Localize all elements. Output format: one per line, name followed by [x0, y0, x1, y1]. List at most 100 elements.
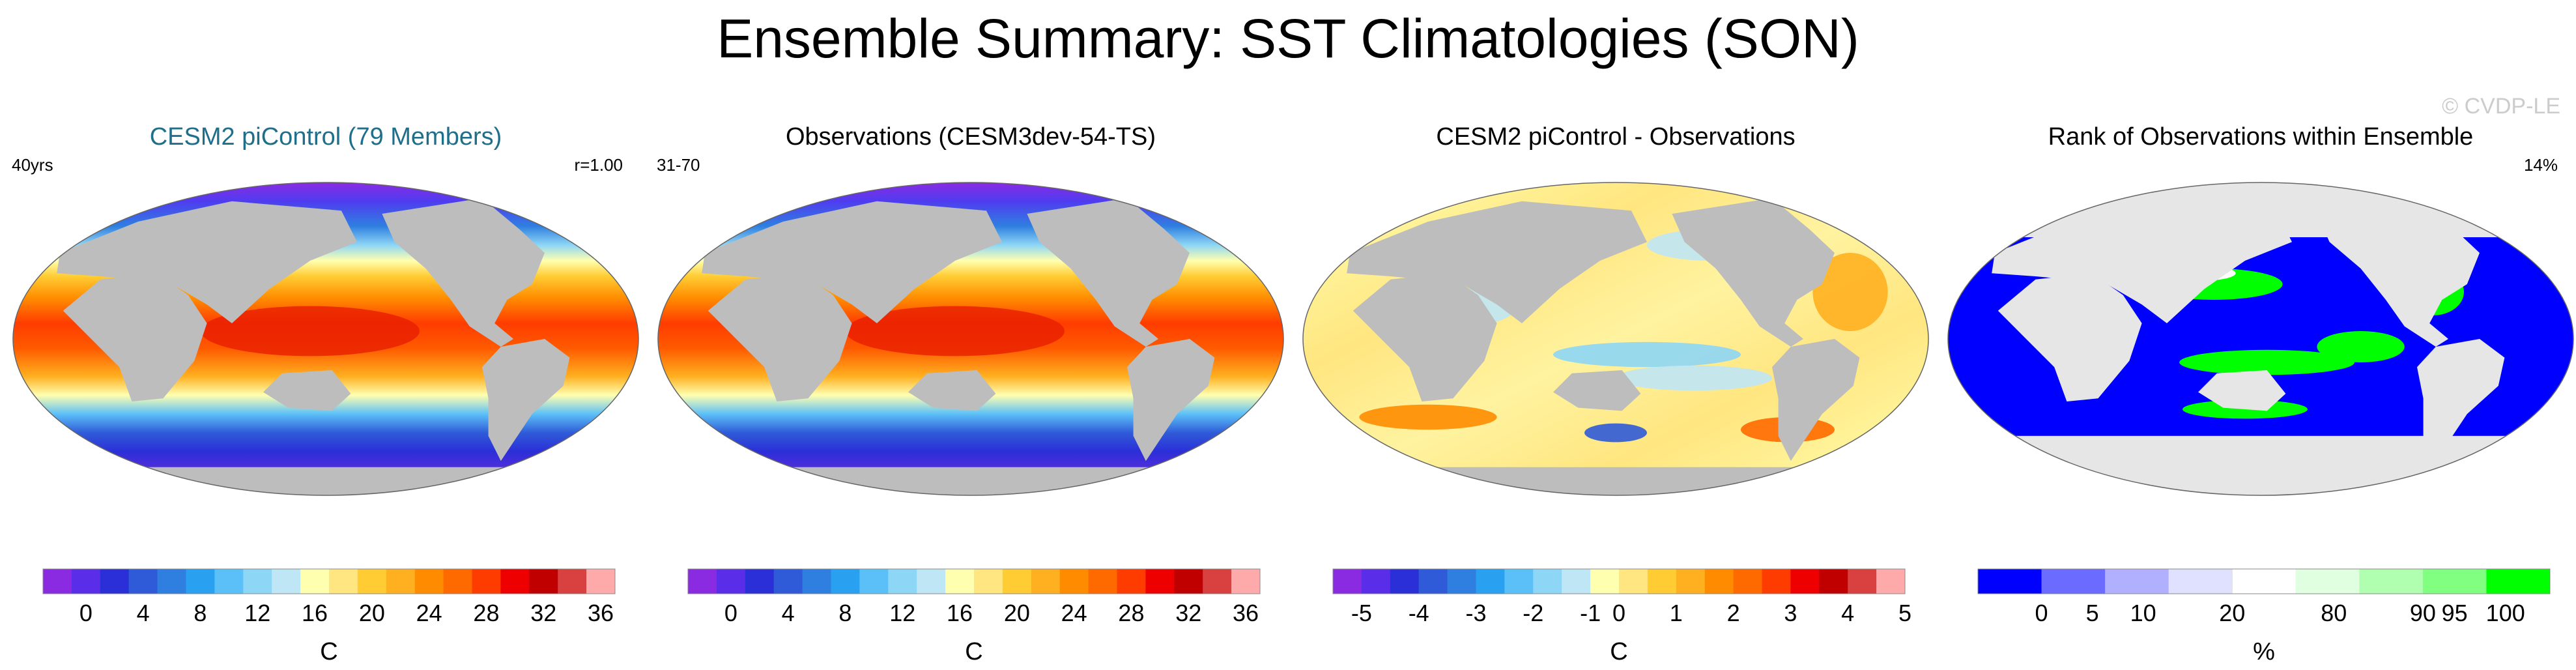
colorbar-swatch: [443, 569, 472, 594]
colorbar-swatch: [2422, 569, 2487, 594]
panel-corner-left-label: 40yrs: [12, 155, 53, 175]
land-samerica: [2417, 339, 2505, 461]
colorbar-tick-label: 24: [416, 600, 442, 626]
colorbar-tick-label: 32: [1175, 600, 1201, 626]
colorbar-tick-label: -1: [1580, 600, 1601, 626]
land-greenland: [1190, 185, 1240, 227]
anomaly-patch: [1616, 365, 1772, 391]
colorbar-tick-label: 4: [782, 600, 795, 626]
colorbar-swatch: [1203, 569, 1232, 594]
colorbar-tick-label: -5: [1351, 600, 1372, 626]
colorbar-tick-label: 12: [244, 600, 270, 626]
map-border: [1947, 182, 2574, 496]
colorbar-swatch: [1088, 569, 1117, 594]
panel-ensemble-mean: CESM2 piControl (79 Members) 40yrs r=1.00 0…: [12, 123, 639, 665]
colorbar-swatch: [1117, 569, 1146, 594]
colorbar-tick-label: 16: [302, 600, 328, 626]
land-namerica: [2317, 198, 2480, 347]
colorbar-frame: [1332, 568, 1906, 594]
colorbar-swatch: [472, 569, 501, 594]
colorbar: -5 -4 -3 -2 -1 0 1 2 3 4 5 C: [1332, 568, 1911, 665]
colorbar-swatch: [1002, 569, 1032, 594]
anomaly-patch: [1584, 423, 1647, 443]
colorbar-tick-label: 0: [724, 600, 737, 626]
colorbar-swatch: [1848, 569, 1877, 594]
map-border: [657, 182, 1284, 496]
colorbar-swatch: [1231, 569, 1261, 594]
land-antarctica: [1303, 467, 1928, 495]
rank-high-patch: [2179, 349, 2355, 375]
land-australia: [2198, 370, 2286, 411]
anomaly-patch: [1359, 404, 1497, 430]
panel-corner-right-label: r=1.00: [575, 155, 623, 175]
colorbar-tick-label: 90: [2410, 600, 2436, 626]
colorbar-swatch: [386, 569, 416, 594]
colorbar-swatch: [1790, 569, 1820, 594]
colorbar-swatch: [1978, 569, 2042, 594]
land-greenland: [545, 185, 595, 227]
colorbar-frame: [1977, 568, 2551, 594]
map-globe: [1303, 182, 1928, 495]
panel-title: Observations (CESM3dev-54-TS): [786, 123, 1156, 151]
colorbar-swatch: [558, 569, 587, 594]
colorbar-swatch: [500, 569, 530, 594]
colorbar-tick-label: 100: [2486, 600, 2525, 626]
colorbar-swatch: [100, 569, 130, 594]
land-eurasia: [1992, 201, 2292, 323]
anomaly-patch: [1812, 253, 1888, 331]
colorbar-swatch: [1174, 569, 1203, 594]
panel-title: CESM2 piControl (79 Members): [150, 123, 502, 151]
map-border: [12, 182, 639, 496]
land-eurasia: [57, 201, 357, 323]
colorbar-swatch: [945, 569, 975, 594]
colorbar-tick-label: 5: [1898, 600, 1911, 626]
colorbar-units-label: %: [2253, 638, 2275, 665]
land-samerica: [482, 339, 570, 461]
colorbar-tick-label: 20: [359, 600, 385, 626]
colorbar-swatch: [71, 569, 101, 594]
panel-difference: CESM2 piControl - Observations -5 -4 -3 -2 -1…: [1302, 123, 1929, 665]
panel-title: CESM2 piControl - Observations: [1436, 123, 1795, 151]
colorbar-tick-label: 28: [473, 600, 499, 626]
figure-title: Ensemble Summary: SST Climatologies (SON…: [717, 8, 1859, 69]
colorbar-swatch: [1504, 569, 1534, 594]
colorbar: 0 4 8 12 16 20 24 28 32 36 C: [687, 568, 1261, 665]
land-antarctica: [658, 467, 1283, 495]
colorbar-swatch: [2359, 569, 2424, 594]
colorbar-tick-label: 20: [1004, 600, 1030, 626]
colorbar-swatch: [802, 569, 831, 594]
land-africa: [63, 273, 207, 401]
colorbar-swatch: [1819, 569, 1848, 594]
colorbar-swatch: [1704, 569, 1734, 594]
land-australia: [263, 370, 351, 411]
colorbar-units-label: C: [320, 638, 337, 665]
land-greenland: [2480, 185, 2530, 227]
rank-high-patch: [2317, 331, 2405, 362]
land-antarctica: [13, 467, 638, 495]
colorbar-tick-label: 5: [2086, 600, 2099, 626]
colorbar-tick-label: 3: [1784, 600, 1797, 626]
colorbar-swatch: [974, 569, 1003, 594]
colorbar-swatch: [2168, 569, 2233, 594]
map-border: [1302, 182, 1929, 496]
colorbar-tick-label: -3: [1465, 600, 1486, 626]
colorbar-tick-label: -4: [1409, 600, 1429, 626]
colorbar-swatch: [43, 569, 72, 594]
land-australia: [908, 370, 996, 411]
land-greenland: [1835, 185, 1885, 227]
land-africa: [1352, 273, 1497, 401]
colorbar-swatch: [1418, 569, 1448, 594]
land-samerica: [1127, 339, 1215, 461]
colorbar-swatch: [157, 569, 186, 594]
colorbar-swatch: [1533, 569, 1562, 594]
colorbar-swatch: [2295, 569, 2360, 594]
colorbar-swatch: [2231, 568, 2297, 594]
colorbar-swatch: [128, 569, 158, 594]
colorbar-swatch: [357, 569, 387, 594]
land-antarctica: [1948, 467, 2573, 495]
colorbar-swatch: [1762, 569, 1791, 594]
colorbar-tick-label: 36: [1233, 600, 1259, 626]
colorbar-swatch: [917, 569, 946, 594]
colorbar-frame: [42, 568, 616, 594]
